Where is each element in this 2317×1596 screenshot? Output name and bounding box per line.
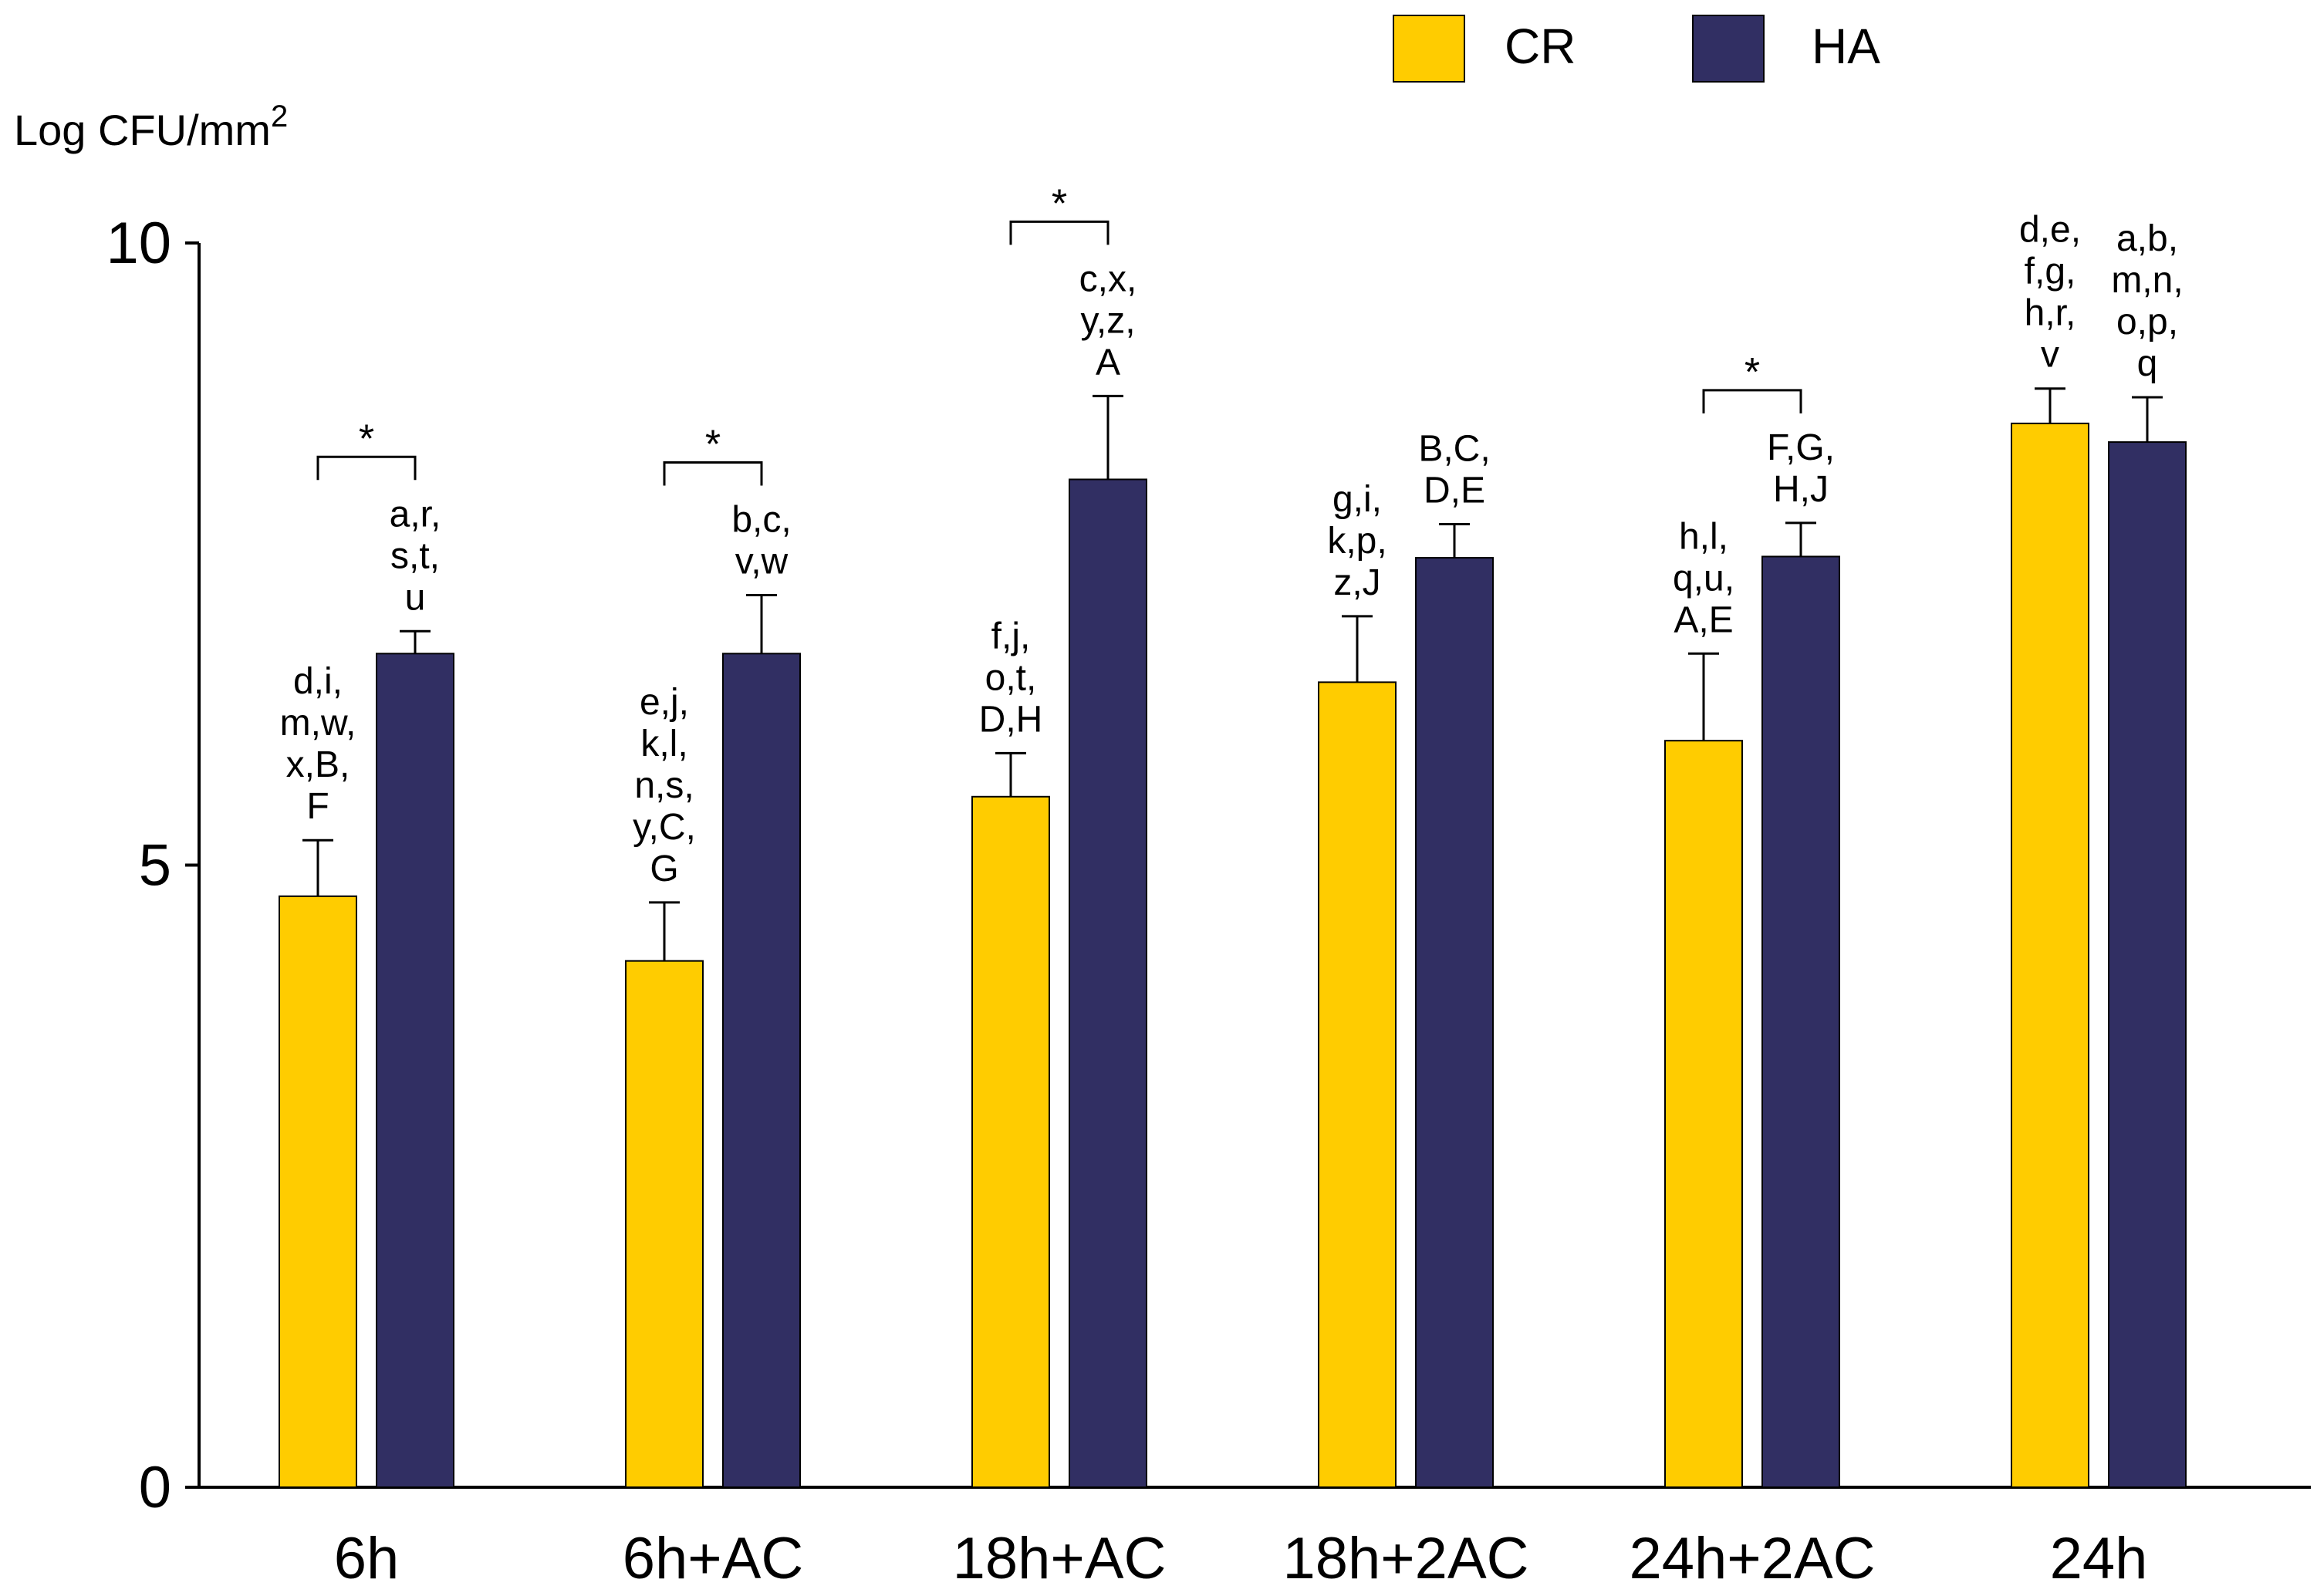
significance-star: * xyxy=(1052,181,1067,226)
bar-ha xyxy=(1761,555,1840,1489)
x-tick-label: 18h+2AC xyxy=(1282,1526,1528,1591)
bar-cr xyxy=(971,795,1050,1489)
significance-bracket xyxy=(1702,389,1802,413)
significance-bracket xyxy=(316,455,417,481)
bar-ha xyxy=(376,653,454,1488)
bar-cr xyxy=(1318,681,1397,1488)
bar-ha xyxy=(722,653,801,1488)
significance-bracket xyxy=(663,461,763,486)
bar-annotation: g,i, k,p, z,J xyxy=(1327,479,1386,603)
x-tick-label: 6h xyxy=(334,1526,400,1591)
x-tick-label: 6h+AC xyxy=(623,1526,804,1591)
y-tick-label: 10 xyxy=(106,211,171,276)
bar-annotation: a,b, m,n, o,p, q xyxy=(2111,218,2183,384)
y-tick-label: 5 xyxy=(139,833,171,899)
legend-label-cr: CR xyxy=(1505,19,1576,74)
svg-text:Log CFU/mm2: Log CFU/mm2 xyxy=(14,100,288,154)
bar-cr xyxy=(2011,422,2089,1488)
legend-swatch-ha xyxy=(1692,15,1765,83)
bar-annotation: F,G, H,J xyxy=(1767,427,1835,510)
significance-star: * xyxy=(705,422,721,467)
significance-star: * xyxy=(1745,350,1760,395)
bar-annotation: B,C, D,E xyxy=(1418,429,1490,511)
bar-annotation: a,r, s,t, u xyxy=(390,494,441,618)
bar-annotation: d,i, m,w, x,B, F xyxy=(280,661,356,827)
annotations: d,i, m,w, x,B, F a,r, s,t, u * e,j, k,l, n,s, y,C, G… xyxy=(280,181,2184,889)
x-tick-label: 18h+AC xyxy=(953,1526,1167,1591)
bar-annotation: f,j, o,t, D,H xyxy=(979,616,1043,740)
bar-ha xyxy=(2108,441,2187,1489)
y-axis-label: Log CFU/mm xyxy=(14,106,271,154)
bar-annotation: e,j, k,l, n,s, y,C, G xyxy=(633,682,696,889)
bars xyxy=(279,387,2187,1489)
y-axis-title: Log CFU/mm2 xyxy=(14,100,288,154)
bar-annotation: b,c, v,w xyxy=(731,499,791,582)
axes: 0 5 10 6h 6h+AC 18h+AC 18h+2AC 24h+2AC 24h xyxy=(106,211,2311,1591)
legend: CR HA xyxy=(1393,15,1880,83)
bar-annotation: c,x, y,z, A xyxy=(1079,258,1137,383)
bar-cr xyxy=(279,895,357,1488)
y-axis-label-superscript: 2 xyxy=(271,100,288,133)
bar-ha xyxy=(1069,478,1147,1488)
bar-ha xyxy=(1415,557,1494,1488)
significance-star: * xyxy=(359,417,374,461)
bar-cr xyxy=(625,960,704,1489)
legend-label-ha: HA xyxy=(1812,19,1880,74)
bar-annotation: d,e, f,g, h,r, v xyxy=(2019,210,2081,376)
x-tick-label: 24h xyxy=(2050,1526,2148,1591)
x-tick-label: 24h+2AC xyxy=(1629,1526,1875,1591)
y-tick-label: 0 xyxy=(139,1455,171,1520)
bar-cr xyxy=(1664,740,1743,1488)
legend-swatch-cr xyxy=(1393,15,1465,83)
bar-annotation: h,l, q,u, A,E xyxy=(1673,516,1734,640)
significance-bracket xyxy=(1009,220,1110,245)
